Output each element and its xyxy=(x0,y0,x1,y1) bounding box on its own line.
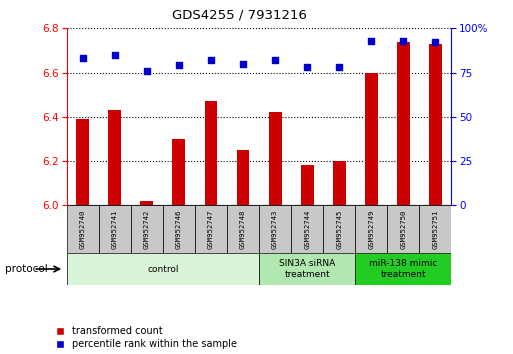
Text: GSM952751: GSM952751 xyxy=(432,210,439,249)
Bar xyxy=(141,201,153,205)
Bar xyxy=(205,101,218,205)
Point xyxy=(399,38,407,44)
Point xyxy=(175,63,183,68)
Text: control: control xyxy=(147,264,179,274)
Bar xyxy=(323,205,355,253)
Bar xyxy=(259,253,355,285)
Text: GSM952740: GSM952740 xyxy=(80,210,86,249)
Text: GSM952743: GSM952743 xyxy=(272,210,278,249)
Bar xyxy=(67,205,98,253)
Bar xyxy=(131,205,163,253)
Text: miR-138 mimic
treatment: miR-138 mimic treatment xyxy=(369,259,438,279)
Bar xyxy=(67,253,259,285)
Bar xyxy=(227,205,259,253)
Point xyxy=(335,64,343,70)
Bar xyxy=(397,42,410,205)
Point xyxy=(239,61,247,67)
Bar xyxy=(420,205,451,253)
Point xyxy=(207,57,215,63)
Point xyxy=(111,52,119,58)
Bar xyxy=(98,205,131,253)
Bar xyxy=(259,205,291,253)
Point xyxy=(431,40,440,45)
Text: GSM952749: GSM952749 xyxy=(368,210,374,249)
Text: GSM952748: GSM952748 xyxy=(240,210,246,249)
Point xyxy=(367,38,376,44)
Bar xyxy=(387,205,420,253)
Text: protocol: protocol xyxy=(5,264,48,274)
Text: GDS4255 / 7931216: GDS4255 / 7931216 xyxy=(172,9,307,22)
Bar xyxy=(76,119,89,205)
Legend: transformed count, percentile rank within the sample: transformed count, percentile rank withi… xyxy=(56,326,236,349)
Bar xyxy=(429,44,442,205)
Text: GSM952747: GSM952747 xyxy=(208,210,214,249)
Text: GSM952745: GSM952745 xyxy=(336,210,342,249)
Point xyxy=(78,56,87,61)
Bar xyxy=(355,253,451,285)
Bar xyxy=(163,205,195,253)
Bar xyxy=(365,73,378,205)
Text: GSM952741: GSM952741 xyxy=(112,210,118,249)
Bar xyxy=(172,139,185,205)
Bar xyxy=(108,110,121,205)
Bar xyxy=(355,205,387,253)
Bar xyxy=(195,205,227,253)
Bar xyxy=(291,205,323,253)
Bar xyxy=(269,113,282,205)
Bar xyxy=(333,161,346,205)
Point xyxy=(271,57,279,63)
Text: GSM952744: GSM952744 xyxy=(304,210,310,249)
Text: SIN3A siRNA
treatment: SIN3A siRNA treatment xyxy=(279,259,336,279)
Bar xyxy=(236,150,249,205)
Text: GSM952742: GSM952742 xyxy=(144,210,150,249)
Point xyxy=(303,64,311,70)
Text: GSM952746: GSM952746 xyxy=(176,210,182,249)
Point xyxy=(143,68,151,74)
Bar xyxy=(301,166,313,205)
Text: GSM952750: GSM952750 xyxy=(400,210,406,249)
